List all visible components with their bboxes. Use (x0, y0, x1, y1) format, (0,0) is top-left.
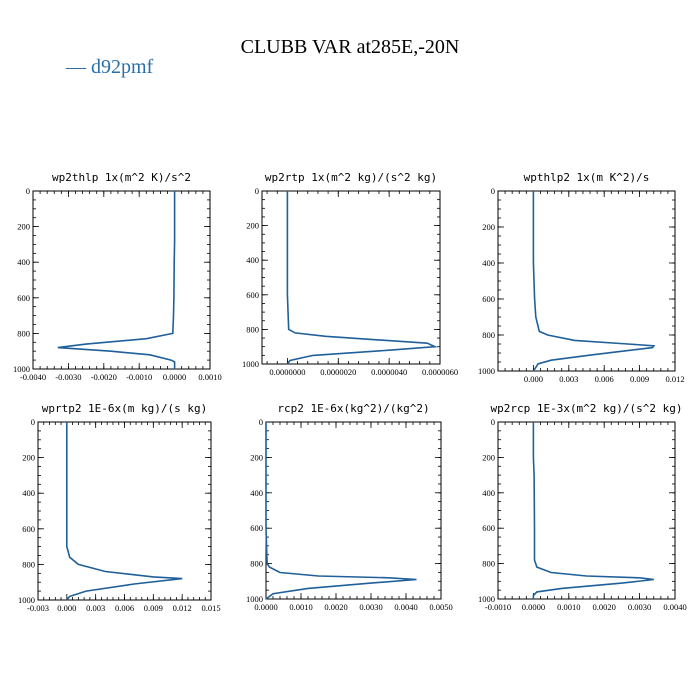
y-tick-label: 200 (482, 222, 495, 232)
y-tick-label: 600 (17, 293, 30, 303)
x-tick-label: 0.003 (86, 603, 105, 613)
series-line (532, 422, 654, 599)
x-tick-label: 0.009 (630, 374, 649, 384)
y-tick-label: 200 (482, 452, 495, 462)
plot-frame (32, 190, 211, 370)
y-tick-label: 1000 (246, 594, 263, 604)
y-tick-label: 600 (482, 294, 495, 304)
x-tick-label: 0.0000000 (269, 367, 305, 377)
y-tick-label: 1000 (478, 594, 495, 604)
y-tick-label: 400 (250, 488, 263, 498)
x-tick-label: 0.015 (201, 603, 220, 613)
chart-title: wp2rcp 1E-3x(m^2 kg)/(s^2 kg) (490, 402, 682, 415)
x-tick-label: 0.0000 (522, 602, 545, 612)
y-tick-label: 800 (22, 559, 35, 569)
series-line (57, 191, 176, 369)
y-tick-label: 1000 (13, 364, 30, 374)
x-tick-label: 0.006 (115, 603, 134, 613)
chart-4: wprtp2 1E-6x(m kg)/(s kg) 0 200 400 600 800 10… (18, 402, 221, 613)
x-tick-label: 0.0000020 (320, 367, 356, 377)
y-tick-label: 400 (246, 255, 259, 265)
y-tick-label: 600 (482, 523, 495, 533)
chart-title: rcp2 1E-6x(kg^2)/(kg^2) (277, 402, 429, 415)
y-tick-label: 1000 (478, 366, 495, 376)
chart-3: wpthlp2 1x(m K^2)/s 0 200 400 600 800 1000 0.00… (478, 171, 685, 384)
x-tick-label: 0.0010 (557, 602, 580, 612)
chart-title: wpthlp2 1x(m K^2)/s (524, 171, 650, 184)
x-tick-label: -0.003 (27, 603, 49, 613)
y-tick-label: 800 (17, 328, 30, 338)
x-tick-label: 0.012 (173, 603, 192, 613)
y-tick-label: 0 (491, 417, 495, 427)
y-tick-label: 200 (246, 221, 259, 231)
legend-entry: — d92pmf (66, 56, 154, 78)
plot-frame (497, 421, 676, 600)
y-tick-label: 600 (246, 290, 259, 300)
chart-5: rcp2 1E-6x(kg^2)/(kg^2) 0 200 400 600 800 1000… (246, 402, 453, 612)
y-tick-label: 400 (482, 258, 495, 268)
y-tick-label: 200 (17, 222, 30, 232)
x-tick-label: 0.0020 (593, 602, 616, 612)
y-tick-label: 0 (259, 417, 263, 427)
x-tick-label: 0.003 (559, 374, 578, 384)
y-tick-label: 200 (250, 452, 263, 462)
y-tick-label: 800 (246, 324, 259, 334)
page-title: CLUBB VAR at285E,-20N (240, 36, 460, 58)
series-line (66, 422, 183, 601)
x-tick-label: 0.000 (524, 374, 543, 384)
y-tick-label: 1000 (18, 595, 35, 605)
y-tick-label: 800 (482, 330, 495, 340)
x-tick-label: 0.0000 (163, 372, 186, 382)
x-tick-label: 0.0010 (198, 372, 221, 382)
x-tick-label: 0.0030 (628, 602, 651, 612)
y-tick-label: 600 (250, 523, 263, 533)
x-tick-label: 0.009 (144, 603, 163, 613)
y-tick-label: 400 (22, 488, 35, 498)
plot-frame (497, 190, 676, 372)
chart-6: wp2rcp 1E-3x(m^2 kg)/(s^2 kg) 0 200 400 600 8… (478, 402, 687, 612)
x-tick-label: -0.0040 (20, 372, 46, 382)
x-tick-label: 0.0010 (289, 602, 312, 612)
y-tick-label: 600 (22, 524, 35, 534)
x-tick-label: 0.0040 (394, 602, 417, 612)
x-tick-label: 0.0000060 (422, 367, 458, 377)
y-tick-label: 400 (482, 488, 495, 498)
x-tick-label: 0.0000 (254, 602, 277, 612)
x-tick-label: 0.000 (57, 603, 76, 613)
y-tick-label: 200 (22, 453, 35, 463)
chart-title: wp2thlp 1x(m^2 K)/s^2 (52, 171, 191, 184)
y-tick-label: 0 (255, 186, 259, 196)
x-tick-label: -0.0020 (91, 372, 117, 382)
x-tick-label: 0.0040 (663, 602, 686, 612)
series-line (265, 422, 417, 600)
series-line (532, 191, 656, 372)
y-tick-label: 400 (17, 257, 30, 267)
x-tick-label: 0.0020 (324, 602, 347, 612)
x-tick-label: -0.0010 (485, 602, 511, 612)
y-tick-label: 0 (26, 186, 30, 196)
plot-frame (265, 421, 442, 600)
x-tick-label: 0.0000040 (371, 367, 407, 377)
x-tick-label: 0.012 (665, 374, 684, 384)
x-tick-label: 0.0050 (429, 602, 452, 612)
y-tick-label: 800 (250, 559, 263, 569)
y-tick-label: 0 (491, 186, 495, 196)
x-tick-label: -0.0010 (126, 372, 152, 382)
chart-title: wprtp2 1E-6x(m kg)/(s kg) (42, 402, 208, 415)
series-line (286, 191, 439, 365)
chart-1: wp2thlp 1x(m^2 K)/s^202004006008001000-0… (13, 171, 222, 382)
x-tick-label: 0.0030 (359, 602, 382, 612)
x-tick-label: 0.006 (595, 374, 614, 384)
chart-title: wp2rtp 1x(m^2 kg)/(s^2 kg) (265, 171, 437, 184)
chart-2: wp2rtp 1x(m^2 kg)/(s^2 kg) 0 200 400 600 800 1… (242, 171, 458, 377)
x-tick-label: -0.0030 (55, 372, 81, 382)
y-tick-label: 1000 (242, 359, 259, 369)
y-tick-label: 800 (482, 559, 495, 569)
y-tick-label: 0 (31, 417, 35, 427)
